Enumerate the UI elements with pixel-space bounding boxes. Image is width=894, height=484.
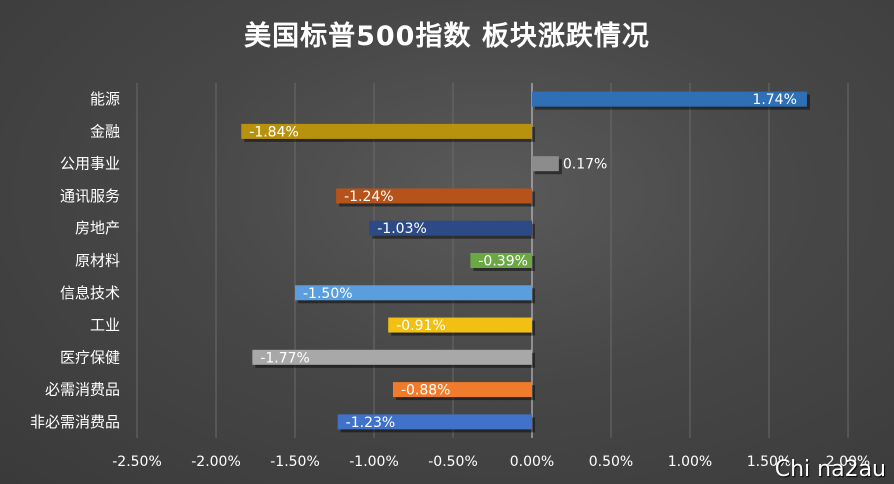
value-label: -1.84%	[249, 124, 299, 140]
category-label: 非必需消费品	[30, 413, 120, 431]
x-tick-label: 1.50%	[747, 454, 791, 470]
category-label: 金融	[90, 122, 120, 140]
x-tick-label: 2.00%	[826, 454, 870, 470]
value-label: 0.17%	[563, 157, 607, 173]
x-tick-label: -1.50%	[270, 454, 320, 470]
value-label: -0.91%	[396, 318, 446, 334]
category-label: 原材料	[75, 252, 120, 270]
category-label: 通讯服务	[60, 187, 120, 205]
bar	[241, 123, 532, 139]
bar	[392, 382, 532, 398]
bar	[295, 285, 532, 301]
category-label: 必需消费品	[45, 381, 120, 399]
x-tick-label: 0.50%	[589, 454, 633, 470]
value-label: -1.77%	[260, 350, 310, 366]
category-label: 能源	[90, 90, 120, 108]
value-label: -1.03%	[377, 221, 427, 237]
value-label: -1.24%	[344, 189, 394, 205]
category-label: 工业	[90, 316, 120, 334]
bar	[470, 253, 532, 268]
value-label: 1.74%	[752, 92, 796, 108]
bar	[388, 317, 532, 333]
x-tick-label: 1.00%	[668, 454, 712, 470]
watermark-text: Chi na2au	[774, 457, 886, 482]
x-tick-label: -2.50%	[112, 454, 162, 470]
value-label: -0.88%	[401, 383, 451, 399]
value-label: -0.39%	[478, 254, 528, 270]
category-label: 房地产	[75, 219, 120, 237]
category-label: 信息技术	[60, 284, 120, 302]
bar	[336, 188, 532, 204]
x-tick-label: -2.00%	[191, 454, 241, 470]
x-tick-label: 0.00%	[510, 454, 554, 470]
category-label: 医疗保健	[60, 348, 120, 366]
category-label: 公用事业	[60, 155, 120, 173]
x-tick-label: -1.00%	[349, 454, 399, 470]
x-tick-label: -0.50%	[428, 454, 478, 470]
value-label: -1.50%	[303, 286, 353, 302]
bar	[337, 414, 532, 430]
bar	[532, 156, 559, 172]
bar	[252, 349, 532, 365]
bar	[369, 220, 532, 236]
chart-title: 美国标普500指数 板块涨跌情况	[244, 21, 650, 52]
value-label: -1.23%	[346, 415, 396, 431]
bar	[532, 91, 807, 107]
